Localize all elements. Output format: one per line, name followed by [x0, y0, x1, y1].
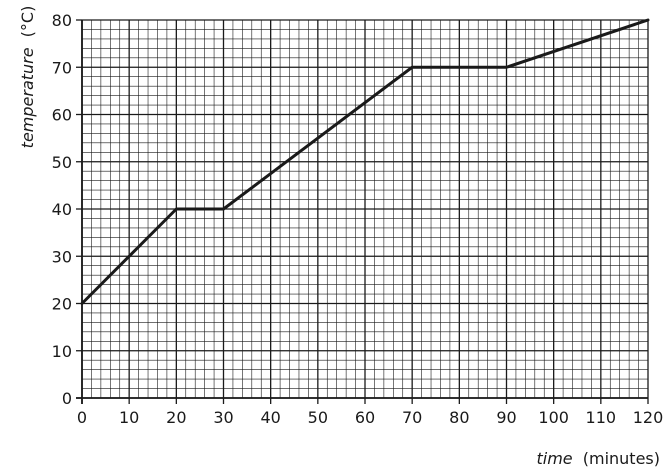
- series-layer: [80, 18, 650, 305]
- y-axis-variable: temperature: [18, 47, 37, 148]
- x-axis-variable: time: [537, 449, 573, 468]
- x-tick-label: 80: [449, 408, 469, 427]
- y-tick-labels: 0 10 20 30 40 50 60 70 80: [52, 11, 72, 408]
- y-tick-label: 0: [62, 389, 72, 408]
- x-axis-unit: (minutes): [583, 449, 660, 468]
- x-tick-label: 70: [402, 408, 422, 427]
- y-tick-label: 20: [52, 295, 72, 314]
- y-tick-label: 60: [52, 106, 72, 125]
- x-tick-label: 30: [213, 408, 233, 427]
- y-tick-label: 10: [52, 342, 72, 361]
- y-axis-unit: (°C): [18, 6, 37, 38]
- x-tick-label: 50: [308, 408, 328, 427]
- x-tick-label: 40: [260, 408, 280, 427]
- y-tick-label: 80: [52, 11, 72, 30]
- x-tick-label: 110: [586, 408, 617, 427]
- axes: [76, 19, 649, 404]
- y-tick-label: 30: [52, 247, 72, 266]
- y-tick-label: 70: [52, 58, 72, 77]
- x-tick-label: 10: [119, 408, 139, 427]
- x-axis-title: time (minutes): [537, 449, 661, 468]
- x-tick-label: 20: [166, 408, 186, 427]
- x-tick-label: 90: [496, 408, 516, 427]
- x-tick-label: 100: [538, 408, 569, 427]
- y-tick-label: 40: [52, 200, 72, 219]
- x-tick-label: 120: [633, 408, 664, 427]
- x-tick-labels: 0 10 20 30 40 50 60 70 80 90 100 110 120: [77, 408, 663, 427]
- x-tick-label: 60: [355, 408, 375, 427]
- y-tick-label: 50: [52, 153, 72, 172]
- y-axis-title: temperature (°C): [18, 6, 37, 149]
- x-tick-label: 0: [77, 408, 87, 427]
- temperature-line: [80, 18, 650, 305]
